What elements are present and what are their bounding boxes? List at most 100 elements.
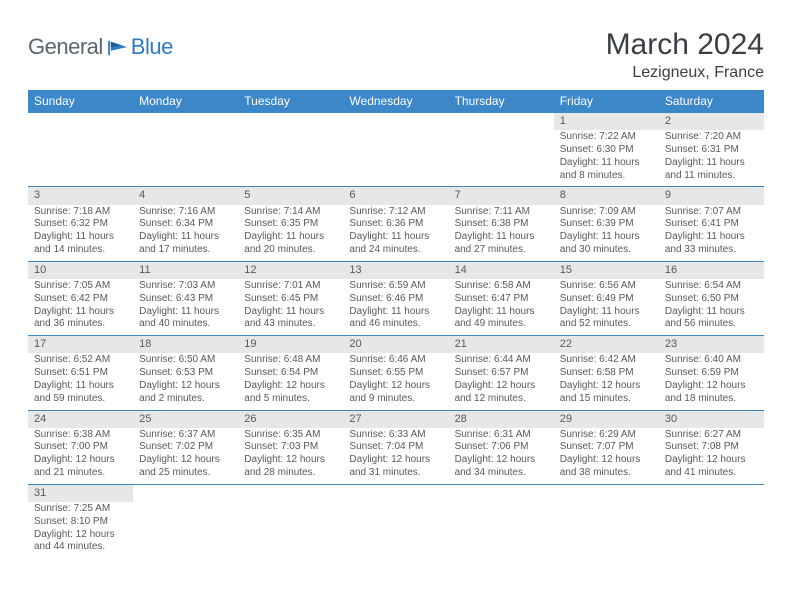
day-body: Sunrise: 6:46 AMSunset: 6:55 PMDaylight:… [343, 353, 448, 405]
day-number: 18 [133, 336, 238, 353]
day-body: Sunrise: 7:03 AMSunset: 6:43 PMDaylight:… [133, 279, 238, 331]
calendar-cell: 2Sunrise: 7:20 AMSunset: 6:31 PMDaylight… [659, 113, 764, 186]
day-ss: Sunset: 6:47 PM [455, 293, 550, 306]
day-number [449, 113, 554, 117]
day-sr: Sunrise: 6:58 AM [455, 280, 550, 293]
day-dl2: and 20 minutes. [244, 244, 339, 257]
day-ss: Sunset: 6:55 PM [349, 367, 444, 380]
day-sr: Sunrise: 6:59 AM [349, 280, 444, 293]
dayname-thursday: Thursday [449, 90, 554, 113]
day-dl1: Daylight: 11 hours [560, 306, 655, 319]
day-dl1: Daylight: 12 hours [244, 380, 339, 393]
day-body: Sunrise: 7:11 AMSunset: 6:38 PMDaylight:… [449, 205, 554, 257]
day-ss: Sunset: 6:34 PM [139, 218, 234, 231]
day-sr: Sunrise: 7:16 AM [139, 206, 234, 219]
day-dl2: and 9 minutes. [349, 393, 444, 406]
dayname-tuesday: Tuesday [238, 90, 343, 113]
day-body: Sunrise: 6:48 AMSunset: 6:54 PMDaylight:… [238, 353, 343, 405]
day-number [449, 485, 554, 489]
calendar: Sunday Monday Tuesday Wednesday Thursday… [28, 90, 764, 558]
day-number: 13 [343, 262, 448, 279]
day-dl1: Daylight: 12 hours [665, 380, 760, 393]
day-ss: Sunset: 7:03 PM [244, 441, 339, 454]
day-body: Sunrise: 6:52 AMSunset: 6:51 PMDaylight:… [28, 353, 133, 405]
day-dl1: Daylight: 12 hours [244, 454, 339, 467]
day-ss: Sunset: 6:41 PM [665, 218, 760, 231]
day-dl2: and 25 minutes. [139, 467, 234, 480]
dayname-saturday: Saturday [659, 90, 764, 113]
calendar-cell: 5Sunrise: 7:14 AMSunset: 6:35 PMDaylight… [238, 187, 343, 260]
day-dl1: Daylight: 12 hours [34, 529, 129, 542]
calendar-cell: 15Sunrise: 6:56 AMSunset: 6:49 PMDayligh… [554, 262, 659, 335]
day-dl2: and 15 minutes. [560, 393, 655, 406]
day-sr: Sunrise: 6:33 AM [349, 429, 444, 442]
day-dl2: and 40 minutes. [139, 318, 234, 331]
day-ss: Sunset: 7:00 PM [34, 441, 129, 454]
calendar-cell: 30Sunrise: 6:27 AMSunset: 7:08 PMDayligh… [659, 411, 764, 484]
day-body: Sunrise: 7:20 AMSunset: 6:31 PMDaylight:… [659, 130, 764, 182]
calendar-cell [238, 113, 343, 186]
day-dl2: and 52 minutes. [560, 318, 655, 331]
day-dl1: Daylight: 11 hours [34, 231, 129, 244]
calendar-cell: 10Sunrise: 7:05 AMSunset: 6:42 PMDayligh… [28, 262, 133, 335]
day-dl1: Daylight: 11 hours [665, 231, 760, 244]
day-sr: Sunrise: 6:37 AM [139, 429, 234, 442]
day-sr: Sunrise: 6:44 AM [455, 354, 550, 367]
day-dl1: Daylight: 11 hours [560, 157, 655, 170]
day-sr: Sunrise: 7:20 AM [665, 131, 760, 144]
calendar-cell: 17Sunrise: 6:52 AMSunset: 6:51 PMDayligh… [28, 336, 133, 409]
day-number: 22 [554, 336, 659, 353]
month-title: March 2024 [606, 28, 764, 62]
day-body: Sunrise: 7:14 AMSunset: 6:35 PMDaylight:… [238, 205, 343, 257]
calendar-cell [343, 485, 448, 558]
day-number: 12 [238, 262, 343, 279]
day-body: Sunrise: 6:38 AMSunset: 7:00 PMDaylight:… [28, 428, 133, 480]
day-dl2: and 12 minutes. [455, 393, 550, 406]
day-number: 7 [449, 187, 554, 204]
day-sr: Sunrise: 7:25 AM [34, 503, 129, 516]
day-ss: Sunset: 7:08 PM [665, 441, 760, 454]
day-ss: Sunset: 6:38 PM [455, 218, 550, 231]
day-sr: Sunrise: 6:31 AM [455, 429, 550, 442]
calendar-cell: 9Sunrise: 7:07 AMSunset: 6:41 PMDaylight… [659, 187, 764, 260]
day-dl2: and 8 minutes. [560, 170, 655, 183]
day-number [133, 485, 238, 489]
day-sr: Sunrise: 6:35 AM [244, 429, 339, 442]
day-sr: Sunrise: 6:42 AM [560, 354, 655, 367]
calendar-week: 10Sunrise: 7:05 AMSunset: 6:42 PMDayligh… [28, 262, 764, 336]
day-number: 31 [28, 485, 133, 502]
day-number: 23 [659, 336, 764, 353]
calendar-cell: 23Sunrise: 6:40 AMSunset: 6:59 PMDayligh… [659, 336, 764, 409]
logo: General Blue [28, 34, 173, 60]
calendar-week: 31Sunrise: 7:25 AMSunset: 8:10 PMDayligh… [28, 485, 764, 558]
day-body: Sunrise: 6:54 AMSunset: 6:50 PMDaylight:… [659, 279, 764, 331]
day-ss: Sunset: 6:30 PM [560, 144, 655, 157]
day-number: 3 [28, 187, 133, 204]
day-ss: Sunset: 8:10 PM [34, 516, 129, 529]
day-dl1: Daylight: 12 hours [455, 380, 550, 393]
day-body: Sunrise: 7:05 AMSunset: 6:42 PMDaylight:… [28, 279, 133, 331]
day-number: 28 [449, 411, 554, 428]
day-sr: Sunrise: 7:01 AM [244, 280, 339, 293]
day-number: 15 [554, 262, 659, 279]
day-sr: Sunrise: 7:03 AM [139, 280, 234, 293]
day-number: 26 [238, 411, 343, 428]
calendar-cell: 22Sunrise: 6:42 AMSunset: 6:58 PMDayligh… [554, 336, 659, 409]
calendar-cell: 8Sunrise: 7:09 AMSunset: 6:39 PMDaylight… [554, 187, 659, 260]
day-body: Sunrise: 6:50 AMSunset: 6:53 PMDaylight:… [133, 353, 238, 405]
calendar-cell: 29Sunrise: 6:29 AMSunset: 7:07 PMDayligh… [554, 411, 659, 484]
day-body: Sunrise: 6:31 AMSunset: 7:06 PMDaylight:… [449, 428, 554, 480]
day-sr: Sunrise: 6:54 AM [665, 280, 760, 293]
day-body: Sunrise: 6:58 AMSunset: 6:47 PMDaylight:… [449, 279, 554, 331]
day-number: 8 [554, 187, 659, 204]
day-dl1: Daylight: 11 hours [455, 231, 550, 244]
day-body: Sunrise: 7:07 AMSunset: 6:41 PMDaylight:… [659, 205, 764, 257]
day-number: 25 [133, 411, 238, 428]
day-body: Sunrise: 7:18 AMSunset: 6:32 PMDaylight:… [28, 205, 133, 257]
day-dl2: and 34 minutes. [455, 467, 550, 480]
day-ss: Sunset: 6:32 PM [34, 218, 129, 231]
day-number [133, 113, 238, 117]
day-ss: Sunset: 7:02 PM [139, 441, 234, 454]
location-label: Lezigneux, France [606, 64, 764, 82]
logo-text-blue: Blue [131, 34, 173, 60]
